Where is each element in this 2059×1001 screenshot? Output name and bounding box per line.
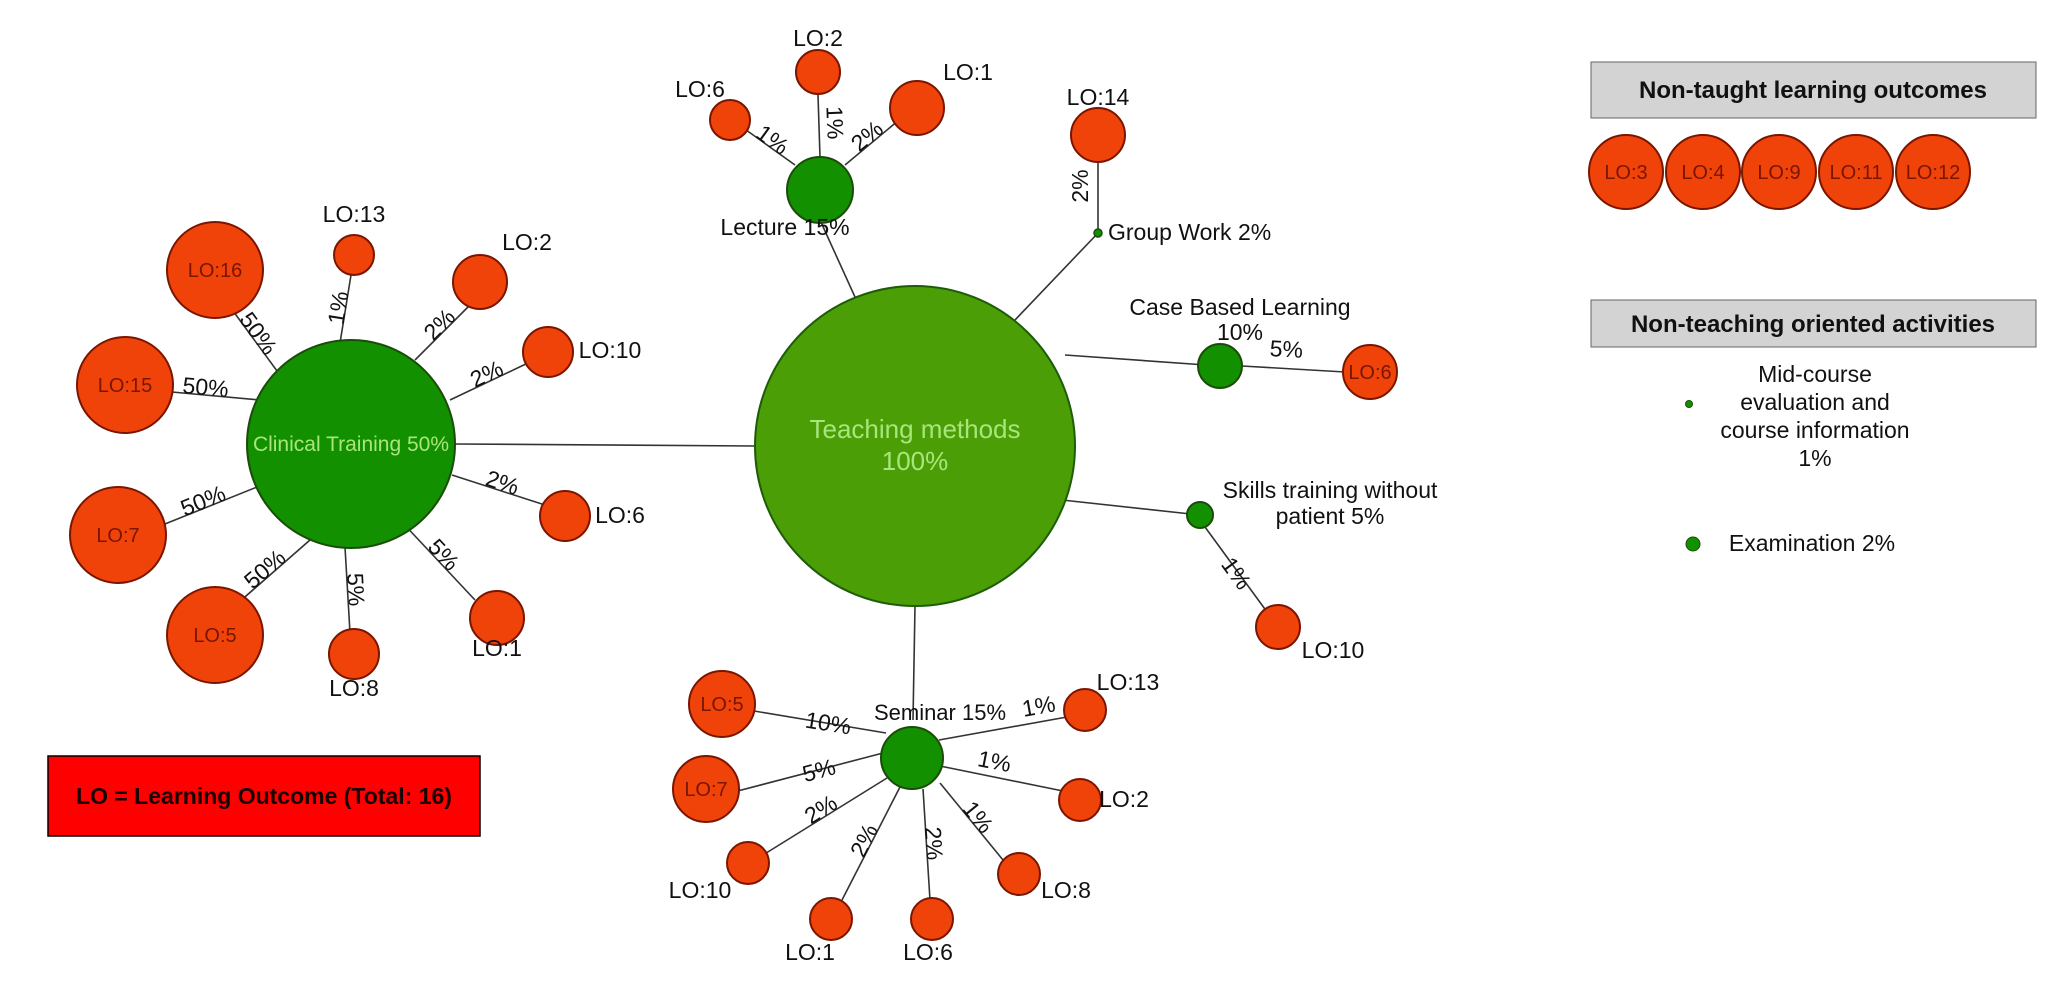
svg-text:LO:7: LO:7: [96, 525, 139, 547]
svg-text:Case Based Learning: Case Based Learning: [1129, 294, 1350, 320]
svg-text:Non-teaching oriented activiti: Non-teaching oriented activities: [1631, 311, 1995, 338]
svg-text:LO:15: LO:15: [98, 375, 152, 397]
svg-text:Lecture 15%: Lecture 15%: [720, 214, 849, 240]
svg-text:LO:5: LO:5: [193, 625, 236, 647]
svg-text:LO:1: LO:1: [943, 59, 993, 85]
svg-text:LO:11: LO:11: [1830, 162, 1883, 184]
svg-text:evaluation and: evaluation and: [1740, 389, 1890, 415]
svg-text:Mid-course: Mid-course: [1758, 361, 1872, 387]
svg-text:1%: 1%: [821, 106, 848, 140]
svg-text:LO:6: LO:6: [1348, 362, 1391, 384]
svg-text:LO:16: LO:16: [188, 260, 242, 282]
svg-text:LO:12: LO:12: [1906, 162, 1960, 184]
svg-text:1%: 1%: [1798, 445, 1831, 471]
svg-text:LO:13: LO:13: [1097, 669, 1160, 695]
svg-text:LO:6: LO:6: [903, 939, 953, 965]
svg-text:LO:6: LO:6: [595, 502, 645, 528]
svg-text:patient 5%: patient 5%: [1276, 503, 1385, 529]
svg-text:LO:14: LO:14: [1067, 84, 1130, 110]
svg-text:LO:2: LO:2: [1099, 786, 1149, 812]
svg-text:5%: 5%: [342, 572, 370, 607]
svg-text:LO:7: LO:7: [684, 779, 727, 801]
svg-text:LO:10: LO:10: [1302, 637, 1365, 663]
svg-text:LO:5: LO:5: [700, 694, 743, 716]
svg-text:LO:6: LO:6: [675, 76, 725, 102]
svg-text:2%: 2%: [1067, 169, 1093, 202]
svg-text:LO:2: LO:2: [793, 25, 843, 51]
svg-text:Teaching methods: Teaching methods: [809, 414, 1020, 444]
svg-text:LO:3: LO:3: [1604, 162, 1647, 184]
svg-text:100%: 100%: [882, 446, 949, 476]
svg-text:LO:9: LO:9: [1757, 162, 1800, 184]
svg-text:LO:10: LO:10: [669, 877, 732, 903]
svg-text:Group Work 2%: Group Work 2%: [1108, 219, 1271, 245]
svg-text:Seminar 15%: Seminar 15%: [874, 700, 1006, 725]
svg-text:Examination 2%: Examination 2%: [1729, 530, 1895, 556]
svg-text:50%: 50%: [182, 372, 230, 402]
svg-text:LO:2: LO:2: [502, 229, 552, 255]
svg-text:LO:1: LO:1: [785, 939, 835, 965]
svg-text:Clinical Training 50%: Clinical Training 50%: [253, 433, 449, 456]
svg-text:2%: 2%: [920, 826, 948, 861]
svg-text:LO:8: LO:8: [1041, 877, 1091, 903]
svg-text:Skills training without: Skills training without: [1223, 477, 1438, 503]
svg-text:LO:13: LO:13: [323, 201, 386, 227]
svg-text:Non-taught learning outcomes: Non-taught learning outcomes: [1639, 77, 1987, 104]
svg-text:LO:8: LO:8: [329, 675, 379, 701]
svg-text:LO:10: LO:10: [579, 337, 642, 363]
svg-text:5%: 5%: [1269, 335, 1304, 363]
svg-text:1%: 1%: [323, 289, 354, 326]
svg-text:LO:1: LO:1: [472, 635, 522, 661]
svg-text:course information: course information: [1720, 417, 1909, 443]
svg-text:LO:4: LO:4: [1681, 162, 1724, 184]
svg-text:10%: 10%: [1217, 319, 1263, 345]
svg-text:LO = Learning Outcome (Total:: LO = Learning Outcome (Total: 16): [76, 783, 452, 809]
